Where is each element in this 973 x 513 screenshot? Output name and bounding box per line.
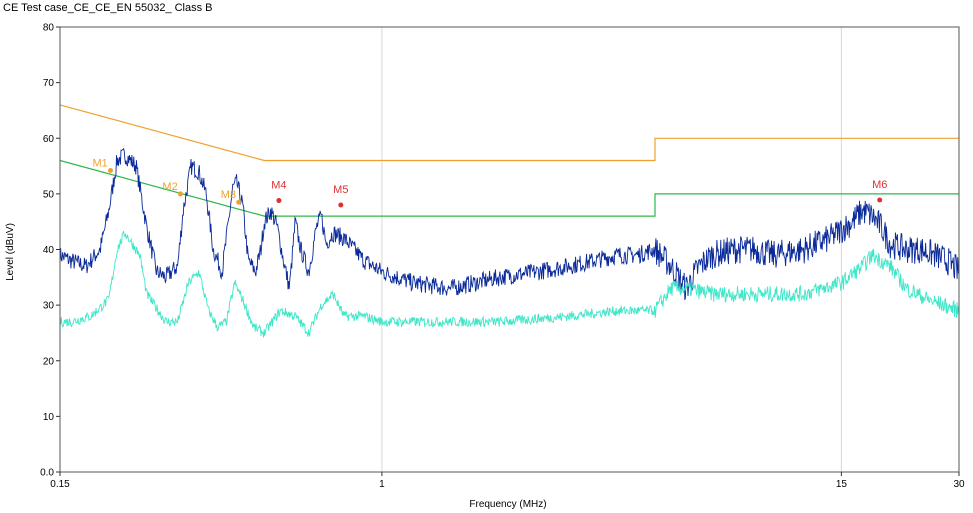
y-tick-label: 20 — [43, 356, 55, 367]
chart-title: CE Test case_CE_CE_EN 55032_ Class B — [3, 2, 213, 14]
y-tick-label: 60 — [43, 134, 55, 145]
markers: M1 M2 M3 M4 M5 M6 — [93, 158, 887, 208]
avg-trace — [59, 230, 960, 338]
marker-label-m5: M5 — [333, 184, 348, 196]
marker-m6 — [877, 197, 883, 203]
x-tick-label: 15 — [836, 479, 848, 490]
marker-m2 — [177, 191, 183, 197]
marker-m5 — [338, 202, 344, 208]
grid-lines — [381, 27, 842, 472]
y-tick-label: 30 — [43, 301, 55, 312]
x-axis-title: Frequency (MHz) — [469, 499, 546, 510]
marker-m3 — [236, 199, 242, 205]
plot-frame — [59, 26, 960, 473]
y-tick-label: 0.0 — [40, 468, 54, 479]
x-tick-label: 0.15 — [50, 479, 70, 490]
x-tick-label: 1 — [379, 479, 385, 490]
marker-m4 — [276, 198, 282, 204]
marker-m1 — [108, 168, 114, 174]
x-tick-label: 30 — [953, 479, 965, 490]
axes: 0.0 10 20 30 40 50 60 70 80 0.15 1 15 30 — [40, 23, 965, 491]
y-tick-label: 80 — [43, 23, 55, 34]
avg-limit-line — [59, 159, 959, 217]
y-axis-title: Level (dBuV) — [5, 223, 16, 281]
marker-label-m1: M1 — [93, 158, 108, 170]
y-tick-label: 50 — [43, 189, 55, 200]
qp-limit-line — [59, 104, 959, 162]
marker-label-m6: M6 — [872, 179, 887, 191]
y-tick-label: 40 — [43, 245, 55, 256]
measurement-traces — [59, 147, 960, 338]
marker-label-m3: M3 — [221, 189, 236, 201]
marker-label-m2: M2 — [162, 181, 177, 193]
y-tick-label: 10 — [43, 412, 55, 423]
y-tick-label: 70 — [43, 78, 55, 89]
limit-lines — [59, 104, 959, 217]
peak-trace — [59, 147, 960, 301]
marker-label-m4: M4 — [271, 180, 286, 192]
